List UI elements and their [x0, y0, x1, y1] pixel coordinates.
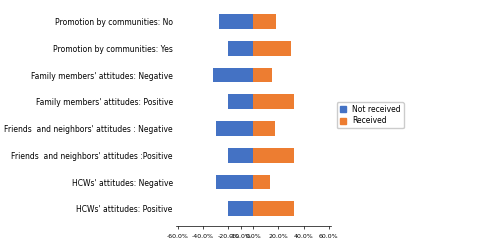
Bar: [228, 201, 254, 216]
Bar: [254, 41, 291, 56]
Bar: [254, 148, 294, 163]
Bar: [228, 95, 254, 109]
Bar: [254, 201, 294, 216]
Bar: [213, 68, 254, 82]
Bar: [216, 121, 254, 136]
Bar: [254, 121, 274, 136]
Bar: [254, 68, 272, 82]
Bar: [216, 175, 254, 189]
Bar: [254, 14, 276, 29]
Bar: [228, 148, 254, 163]
Bar: [220, 14, 254, 29]
Bar: [254, 175, 270, 189]
Bar: [228, 41, 254, 56]
Legend: Not received, Received: Not received, Received: [336, 102, 404, 128]
Bar: [254, 95, 294, 109]
